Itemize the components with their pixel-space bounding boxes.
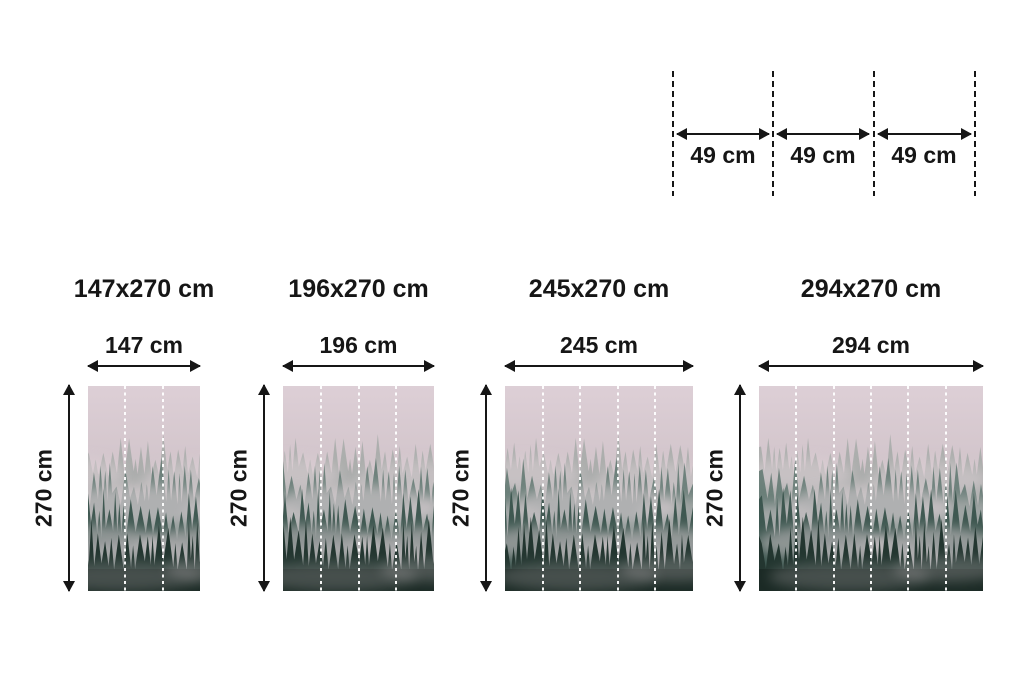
- panel-divider-line: [161, 386, 164, 591]
- guide-width-label: 49 cm: [790, 142, 856, 168]
- panel-divider-line: [870, 386, 872, 591]
- width-arrow: [282, 360, 435, 372]
- product-size-card: 196x270 cm 196 cm 270 cm: [226, 275, 435, 606]
- product-photo: [88, 386, 200, 591]
- height-label: 270 cm: [225, 449, 252, 528]
- forest-photo: [88, 386, 200, 591]
- guide-dashed-line: [873, 71, 875, 196]
- panel-divider-line: [395, 386, 398, 591]
- panel-divider-line: [907, 386, 910, 591]
- guide-width-label: 49 cm: [690, 142, 756, 168]
- width-arrow: [758, 360, 984, 372]
- product-photo: [505, 386, 693, 591]
- panel-divider-line: [319, 386, 322, 591]
- panel-divider-line: [541, 386, 544, 591]
- product-title: 294x270 cm: [800, 275, 942, 303]
- width-label: 245 cm: [559, 332, 639, 358]
- product-photo: [759, 386, 983, 591]
- height-arrow: [258, 384, 270, 592]
- product-size-card: 147x270 cm 147 cm 270 cm: [31, 275, 214, 606]
- width-arrow: [504, 360, 694, 372]
- panel-divider-line: [579, 386, 582, 591]
- guide-width-label: 49 cm: [891, 142, 957, 168]
- panel-divider-line: [616, 386, 619, 591]
- product-size-card: 294x270 cm 294 cm 270 cm: [702, 275, 984, 606]
- width-label: 196 cm: [319, 332, 398, 358]
- height-label: 270 cm: [701, 449, 728, 528]
- height-label: 270 cm: [447, 449, 474, 528]
- forest-photo: [505, 386, 693, 591]
- product-size-card: 245x270 cm 245 cm 270 cm: [448, 275, 694, 606]
- guide-dashed-line: [772, 71, 774, 196]
- height-arrow: [480, 384, 492, 592]
- width-label: 294 cm: [831, 332, 911, 358]
- panel-divider-line: [124, 386, 127, 591]
- panel-divider-line: [654, 386, 657, 591]
- guide-width-arrow: [776, 128, 870, 140]
- product-title: 147x270 cm: [73, 275, 215, 303]
- height-arrow: [734, 384, 746, 592]
- product-title: 196x270 cm: [288, 275, 429, 303]
- panel-divider-line: [795, 386, 798, 591]
- guide-dashed-line: [974, 71, 976, 196]
- product-title: 245x270 cm: [528, 275, 670, 303]
- height-label: 270 cm: [30, 449, 57, 528]
- panel-divider-line: [832, 386, 835, 591]
- height-arrow: [63, 384, 75, 592]
- width-label: 147 cm: [104, 332, 184, 358]
- product-photo: [283, 386, 434, 591]
- width-arrow: [87, 360, 201, 372]
- guide-width-arrow: [676, 128, 770, 140]
- guide-dashed-line: [672, 71, 674, 196]
- panel-divider-line: [944, 386, 947, 591]
- panel-divider-line: [357, 386, 360, 591]
- guide-width-arrow: [877, 128, 972, 140]
